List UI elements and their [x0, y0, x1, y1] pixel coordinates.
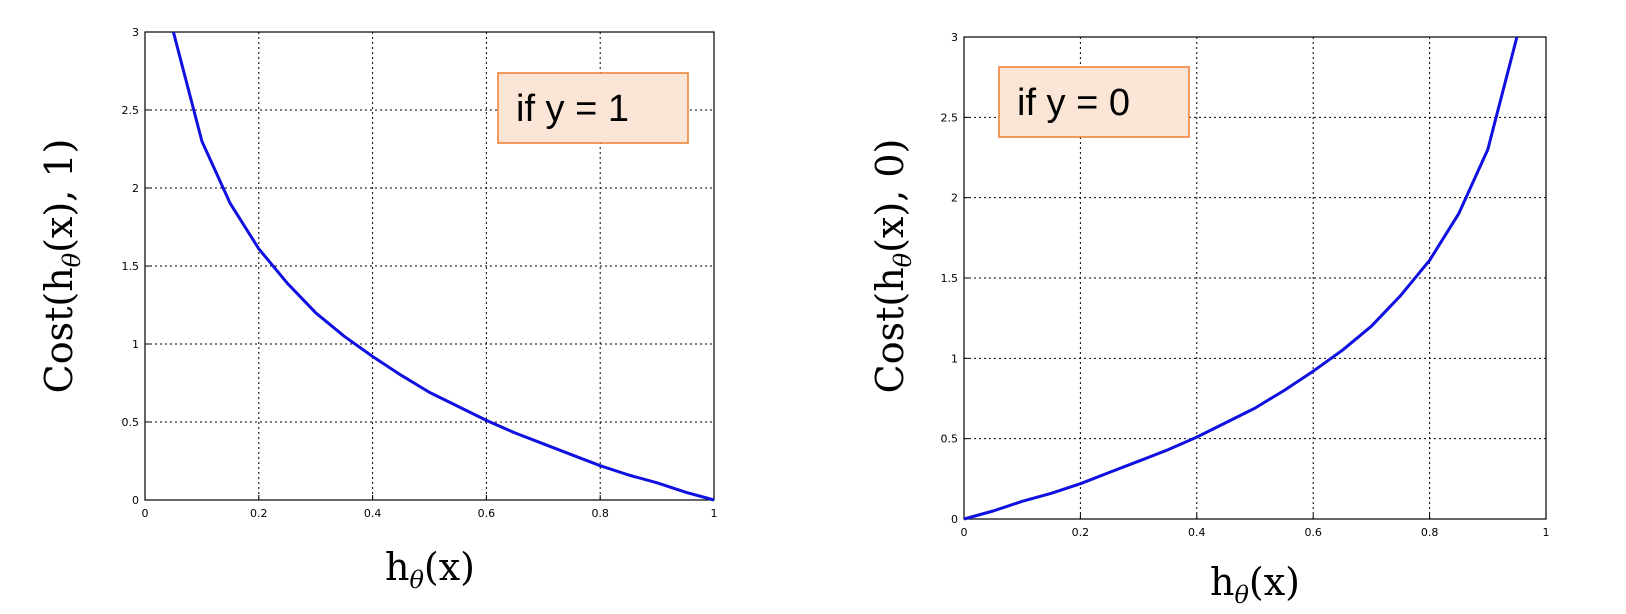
x-axis-label: hθ(x): [1210, 560, 1300, 609]
annotation-box: if y = 1: [497, 72, 689, 144]
x-tick-label: 1: [1543, 526, 1550, 539]
annotation-text: if y = 1: [516, 88, 629, 130]
x-tick-label: 0.6: [1304, 526, 1322, 539]
chart-y1: 0 0.2 0.4 0.6 0.8 100.511.522.53 if y = 1 hθ(…: [37, 26, 718, 594]
y-tick-label: 2.5: [122, 104, 140, 117]
y-axis-label-pre: Cost(h: [37, 267, 81, 393]
tick-labels: 0 0.2 0.4 0.6 0.8 1 0 0.5 1 1.5 2 2.5 3: [941, 31, 1550, 539]
annotation-text: if y = 0: [1017, 82, 1130, 124]
y-axis-label-post: (x), 0): [868, 139, 912, 253]
annotation-rect: [497, 72, 689, 144]
chart-y0: 0 0.2 0.4 0.6 0.8 100.511.522.53 if y = 0 hθ(…: [868, 31, 1550, 609]
x-tick-label: 0.4: [364, 507, 382, 520]
y-tick-label: 3: [132, 26, 139, 39]
y-tick-label: 2: [132, 182, 139, 195]
y-axis-label-post: (x), 1): [37, 139, 81, 253]
y-tick-label: 2.5: [941, 111, 959, 124]
x-axis-label-base: h: [1210, 560, 1234, 604]
cost-curve-series: [171, 31, 715, 502]
y-axis-label: Cost(hθ(x), 0): [868, 139, 917, 394]
cost-curve-series: [963, 36, 1519, 521]
y-tick-label: 1: [132, 338, 139, 351]
y-tick-label: 0: [951, 513, 958, 526]
x-tick-label: 0: [961, 526, 968, 539]
x-tick-label: 0.2: [1072, 526, 1090, 539]
y-tick-label: 0.5: [941, 433, 959, 446]
annotation-box: if y = 0: [998, 66, 1190, 138]
x-tick-label: 0.8: [1421, 526, 1439, 539]
x-axis-label-sub: θ: [409, 566, 424, 594]
y-tick-label: 0: [132, 494, 139, 507]
x-axis-label-sub: θ: [1234, 581, 1249, 609]
x-axis-label: hθ(x): [385, 545, 475, 594]
y-tick-label: 1.5: [122, 260, 140, 273]
annotation-rect: [998, 66, 1190, 138]
x-axis-label-arg: (x): [424, 545, 475, 589]
y-tick-label: 2: [951, 192, 958, 205]
y-tick-label: 3: [951, 31, 958, 44]
y-axis-label-sub: θ: [889, 252, 917, 267]
x-tick-label: 1: [711, 507, 718, 520]
x-tick-label: 0: [142, 507, 149, 520]
tick-labels: 0 0.2 0.4 0.6 0.8 1 0 0.5 1 1.5 2 2.5 3: [122, 26, 718, 520]
x-tick-label: 0.4: [1188, 526, 1206, 539]
y-axis-label-sub: θ: [58, 252, 86, 267]
x-axis-label-base: h: [385, 545, 409, 589]
y-tick-label: 1.5: [941, 272, 959, 285]
x-axis-label-arg: (x): [1249, 560, 1300, 604]
y-tick-label: 0.5: [122, 416, 140, 429]
y-axis-label-pre: Cost(h: [868, 267, 912, 393]
x-tick-label: 0.8: [591, 507, 609, 520]
y-tick-label: 1: [951, 352, 958, 365]
x-tick-label: 0.2: [250, 507, 268, 520]
x-tick-label: 0.6: [478, 507, 496, 520]
y-axis-label: Cost(hθ(x), 1): [37, 139, 86, 394]
